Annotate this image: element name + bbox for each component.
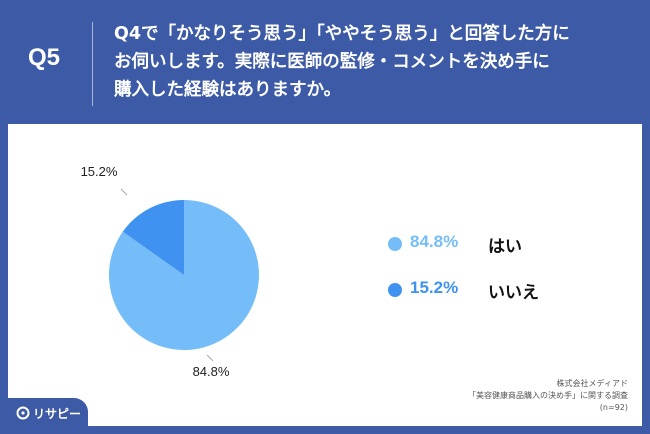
question-line: お伺いします。実際に医師の監修・コメントを決め手に <box>114 52 550 72</box>
pie-slice-no <box>122 200 184 275</box>
header-divider <box>92 22 93 106</box>
brand-logo: リサピー <box>8 398 88 426</box>
chart-panel: 84.8% 15.2% 84.8% はい 15.2% いいえ 株式会社メディアド … <box>8 124 642 426</box>
brand-mark-icon <box>16 406 30 420</box>
legend-percent-no: 15.2% <box>410 278 459 297</box>
brand-name: リサピー <box>33 407 82 421</box>
leader-line <box>206 354 214 362</box>
source-note: 株式会社メディアド 「美容健康商品購入の決め手」に関する調査 (n=92) <box>468 378 628 414</box>
question-number: Q5 <box>28 44 61 71</box>
legend-percent-yes: 84.8% <box>410 232 459 251</box>
data-label-yes: 84.8% <box>193 364 230 379</box>
legend-label-yes: はい <box>488 237 522 257</box>
question-text: Q4で「かなりそう思う」「ややそう思う」と回答した方に お伺いします。実際に医師… <box>114 20 634 104</box>
source-sample-size: (n=92) <box>599 403 628 412</box>
pie-chart: 84.8% 15.2% <box>81 164 259 379</box>
source-company: 株式会社メディアド <box>556 379 628 388</box>
question-line: Q4で「かなりそう思う」「ややそう思う」と回答した方に <box>114 24 570 44</box>
legend-dot-no <box>388 283 402 297</box>
question-line: 購入した経験はありますか。 <box>114 80 342 100</box>
legend-label-no: いいえ <box>488 283 539 303</box>
leader-line <box>120 188 128 196</box>
data-label-no: 15.2% <box>81 164 118 179</box>
legend-dot-yes <box>388 237 402 251</box>
source-survey: 「美容健康商品購入の決め手」に関する調査 <box>468 391 628 400</box>
question-header: Q5 Q4で「かなりそう思う」「ややそう思う」と回答した方に お伺いします。実際… <box>0 0 650 124</box>
